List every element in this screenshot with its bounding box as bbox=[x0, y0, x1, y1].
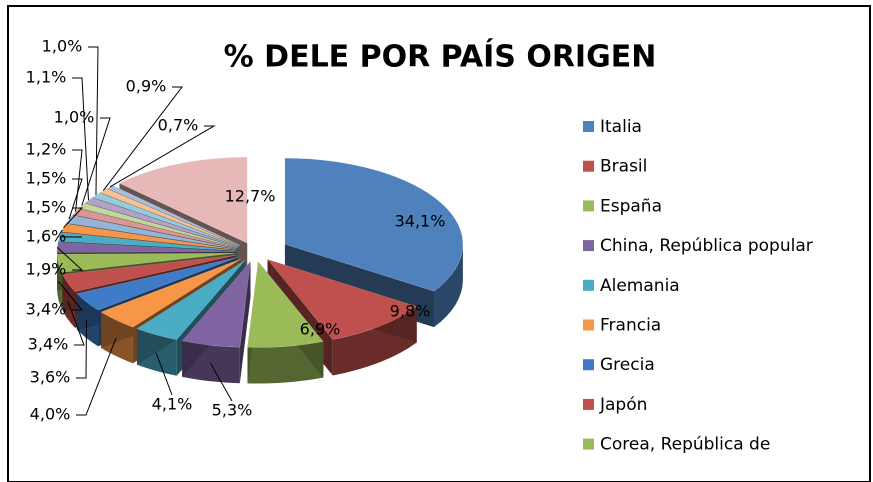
leader-line bbox=[67, 301, 85, 346]
legend-swatch bbox=[583, 398, 594, 410]
slice bbox=[247, 260, 324, 348]
slice bbox=[72, 208, 237, 249]
legend-label: China, República popular bbox=[600, 236, 813, 256]
legend-label: Grecia bbox=[600, 355, 655, 375]
slice bbox=[181, 260, 251, 348]
leader-line bbox=[63, 207, 84, 229]
slice bbox=[118, 156, 248, 244]
leader-line bbox=[76, 337, 117, 416]
data-label: 6,9% bbox=[300, 320, 341, 339]
slice-side bbox=[433, 244, 463, 328]
leader-line bbox=[72, 149, 83, 212]
slice bbox=[136, 260, 246, 341]
legend-swatch bbox=[583, 160, 594, 172]
slice bbox=[99, 188, 240, 247]
slice-cut bbox=[101, 258, 241, 349]
slice bbox=[65, 215, 237, 249]
data-label: 4,1% bbox=[152, 395, 193, 414]
leader-line bbox=[88, 46, 99, 196]
leader-line bbox=[57, 280, 84, 311]
data-label: 5,3% bbox=[212, 401, 253, 420]
legend-swatch bbox=[583, 438, 594, 450]
data-label: 0,9% bbox=[126, 77, 167, 96]
legend-label: Japón bbox=[599, 395, 647, 415]
slice bbox=[56, 241, 236, 253]
legend-label: Italia bbox=[600, 117, 642, 137]
data-label: 1,2% bbox=[26, 140, 67, 159]
legend-label: España bbox=[600, 196, 662, 216]
data-label: 3,6% bbox=[30, 368, 71, 387]
data-label: 1,5% bbox=[26, 169, 67, 188]
slice bbox=[266, 259, 418, 340]
legend-label: Corea, República de bbox=[600, 435, 770, 455]
data-label: 1,6% bbox=[26, 227, 67, 246]
data-label: 34,1% bbox=[395, 212, 446, 231]
leader-line bbox=[155, 352, 173, 396]
slice bbox=[56, 252, 236, 273]
data-label: 1,0% bbox=[42, 37, 83, 56]
data-label: 1,1% bbox=[26, 68, 67, 87]
leader-line bbox=[210, 362, 233, 402]
slice bbox=[62, 254, 237, 293]
data-label: 3,4% bbox=[28, 335, 69, 354]
data-label: 3,4% bbox=[26, 300, 67, 319]
data-label: 1,5% bbox=[26, 198, 67, 217]
slice bbox=[100, 258, 242, 328]
leader-line bbox=[109, 125, 216, 188]
leader-line bbox=[81, 117, 111, 206]
leader-line bbox=[102, 86, 184, 191]
legend-swatch bbox=[583, 279, 594, 291]
data-label: 1,0% bbox=[54, 108, 95, 127]
data-label: 9,8% bbox=[390, 302, 431, 321]
leader-line bbox=[56, 246, 84, 271]
slice bbox=[76, 256, 239, 311]
slice bbox=[92, 192, 240, 247]
leader-line bbox=[72, 77, 90, 201]
data-label: 1,9% bbox=[26, 260, 67, 279]
chart-title: % DELE POR PAÍS ORIGEN bbox=[224, 39, 657, 75]
legend-swatch bbox=[583, 240, 594, 252]
legend-swatch bbox=[583, 319, 594, 331]
legend-label: Alemania bbox=[600, 276, 680, 296]
legend-label: Francia bbox=[600, 316, 661, 336]
legend-label: Brasil bbox=[600, 157, 647, 177]
leader-line bbox=[76, 320, 88, 379]
data-label: 12,7% bbox=[225, 187, 276, 206]
legend-swatch bbox=[583, 200, 594, 212]
leader-line bbox=[68, 178, 83, 220]
data-label: 4,0% bbox=[30, 405, 71, 424]
slice bbox=[284, 157, 464, 292]
legend-swatch bbox=[583, 359, 594, 371]
data-label: 0,7% bbox=[158, 116, 199, 135]
legend-swatch bbox=[583, 121, 594, 132]
